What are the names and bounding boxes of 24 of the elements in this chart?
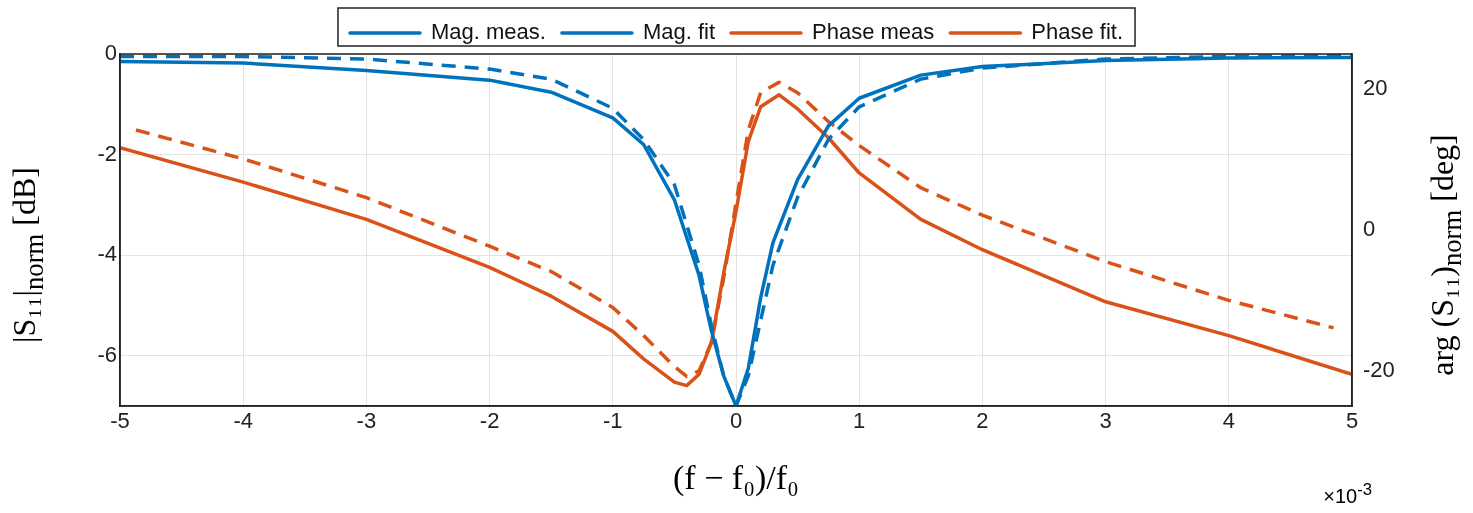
- x-tick-label: 4: [1222, 408, 1235, 434]
- legend-label: Phase meas: [812, 19, 935, 45]
- x-tick-label: 2: [976, 408, 989, 434]
- y2-tick-label: 20: [1363, 75, 1388, 101]
- y-tick-label: 0: [104, 40, 117, 66]
- x-tick-label: -4: [233, 408, 253, 434]
- legend-label: Mag. meas.: [430, 19, 546, 45]
- x-tick-label: -2: [479, 408, 500, 434]
- x-tick-label: -5: [110, 408, 130, 434]
- y2-tick-label: 0: [1363, 216, 1376, 242]
- y-tick-label: -4: [97, 241, 117, 267]
- text: ×10$^{-3}$: [1323, 480, 1372, 508]
- x-tick-label: 3: [1099, 408, 1112, 434]
- y-tick-label: -2: [97, 140, 117, 166]
- legend-label: Mag. fit: [642, 19, 716, 45]
- x-tick-label: 5: [1345, 408, 1359, 434]
- x-tick-label: 1: [853, 408, 866, 434]
- legend-label: Phase fit.: [1031, 19, 1124, 45]
- x-tick-label: -3: [356, 408, 377, 434]
- x-tick-label: 0: [729, 408, 743, 434]
- y-tick-label: -6: [97, 341, 117, 367]
- x-tick-label: -1: [603, 408, 623, 434]
- x-axis-title: (f − f₀)/f₀: [673, 459, 799, 497]
- y2-tick-label: -20: [1363, 356, 1395, 382]
